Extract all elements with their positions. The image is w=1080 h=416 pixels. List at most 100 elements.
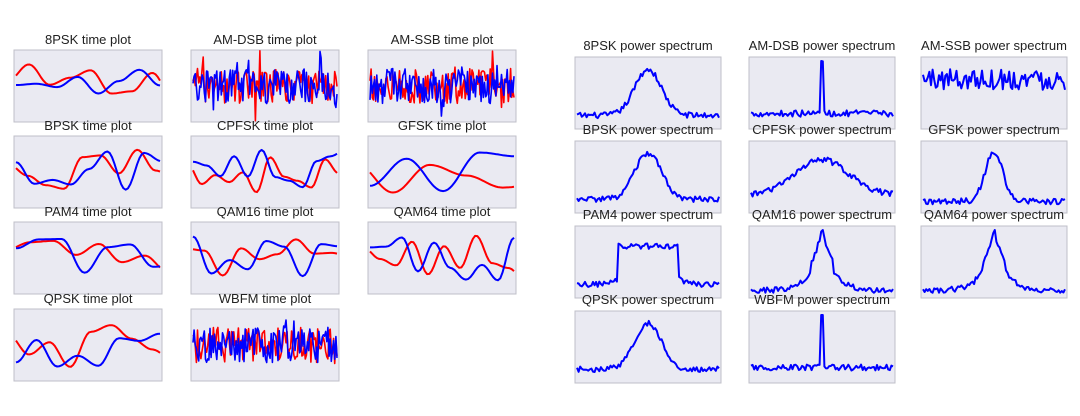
spectrum-line [750, 156, 894, 198]
series-group [576, 150, 720, 203]
spectrum-line [576, 150, 720, 203]
subplot-title: AM-DSB power spectrum [749, 38, 896, 53]
subplot-title: PAM4 power spectrum [583, 207, 714, 222]
series-group [922, 68, 1066, 91]
subplot: AM-SSB power spectrum [920, 38, 1068, 130]
spectrum-line [922, 68, 1066, 91]
series-group [15, 238, 161, 274]
subplot: 8PSK power spectrum [574, 38, 722, 130]
q-series-line [369, 234, 515, 276]
plot-area [13, 308, 163, 382]
spectrum-line [922, 151, 1066, 206]
subplot-title: BPSK time plot [44, 118, 132, 133]
series-group [192, 148, 338, 194]
time-plot-grid: 8PSK time plot AM-DSB time plot AM-SSB tim… [13, 32, 517, 382]
series-group [750, 314, 894, 372]
subplot: CPFSK time plot [190, 118, 340, 209]
i-series-line [192, 319, 338, 364]
i-series-line [192, 235, 338, 278]
subplot-title: QAM64 power spectrum [924, 207, 1064, 222]
subplot-title: QAM16 time plot [217, 204, 314, 219]
i-series-line [192, 50, 338, 111]
i-series-line [15, 238, 161, 274]
subplot-title: QAM64 time plot [394, 204, 491, 219]
spectrum-line [750, 60, 894, 118]
subplot: QAM64 time plot [367, 204, 517, 295]
spectrum-line [750, 229, 894, 294]
plot-area [367, 221, 517, 295]
i-series-line [370, 236, 515, 282]
plot-area [13, 135, 163, 209]
subplot: AM-DSB power spectrum [748, 38, 896, 130]
series-group [15, 148, 161, 191]
series-group [192, 235, 338, 278]
subplot-title: 8PSK power spectrum [583, 38, 712, 53]
subplot: PAM4 time plot [13, 204, 163, 295]
i-series-line [15, 150, 161, 191]
subplot-title: AM-DSB time plot [213, 32, 317, 47]
plot-area [13, 221, 163, 295]
q-series-line [15, 239, 161, 269]
series-group [922, 229, 1066, 294]
series-group [369, 151, 515, 194]
i-series-line [192, 148, 338, 189]
subplot-title: CPFSK time plot [217, 118, 313, 133]
i-series-line [369, 64, 515, 117]
spectrum-line [576, 67, 720, 120]
subplot: BPSK time plot [13, 118, 163, 209]
series-group [192, 319, 338, 365]
subplot: AM-SSB time plot [367, 32, 517, 123]
subplot-title: WBFM time plot [219, 291, 312, 306]
plot-area [748, 140, 896, 214]
series-group [15, 324, 161, 368]
subplot-title: AM-SSB power spectrum [921, 38, 1067, 53]
series-group [369, 234, 515, 282]
plot-area [920, 56, 1068, 130]
i-series-line [15, 332, 161, 368]
subplot-title: GFSK power spectrum [928, 122, 1060, 137]
series-group [922, 151, 1066, 206]
series-group [750, 156, 894, 198]
q-series-line [192, 326, 338, 365]
spectrum-line [750, 314, 894, 372]
plot-area [748, 225, 896, 299]
subplot-title: WBFM power spectrum [754, 292, 890, 307]
subplot-title: QAM16 power spectrum [752, 207, 892, 222]
subplot-title: GFSK time plot [398, 118, 487, 133]
subplot: PAM4 power spectrum [574, 207, 722, 299]
series-group [15, 63, 161, 95]
q-series-line [15, 63, 161, 95]
subplot: WBFM time plot [190, 291, 340, 382]
subplot: BPSK power spectrum [574, 122, 722, 214]
subplot-title: QPSK time plot [44, 291, 133, 306]
subplot: CPFSK power spectrum [748, 122, 896, 214]
subplot: QAM64 power spectrum [920, 207, 1068, 299]
series-group [576, 242, 720, 288]
i-series-line [16, 68, 161, 95]
plot-area [920, 225, 1068, 299]
series-group [369, 50, 515, 117]
subplot: WBFM power spectrum [748, 292, 896, 384]
spectrum-line [576, 242, 720, 288]
series-group [750, 229, 894, 294]
subplot-title: 8PSK time plot [45, 32, 131, 47]
series-group [576, 67, 720, 120]
subplot: QAM16 power spectrum [748, 207, 896, 299]
subplot: QPSK time plot [13, 291, 163, 382]
series-group [576, 319, 720, 373]
spectrum-line [576, 319, 720, 373]
subplot-title: BPSK power spectrum [583, 122, 714, 137]
spectrum-line [922, 229, 1066, 294]
subplot-title: QPSK power spectrum [582, 292, 714, 307]
subplot: AM-DSB time plot [190, 32, 340, 123]
subplot: GFSK time plot [367, 118, 517, 209]
power-spectrum-grid: 8PSK power spectrum AM-DSB power spectrum… [574, 38, 1068, 384]
i-series-line [369, 151, 515, 193]
subplot-title: PAM4 time plot [44, 204, 132, 219]
subplot: QAM16 time plot [190, 204, 340, 295]
subplot-title: CPFSK power spectrum [752, 122, 891, 137]
subplot: QPSK power spectrum [574, 292, 722, 384]
plot-area [748, 56, 896, 130]
series-group [192, 50, 338, 122]
